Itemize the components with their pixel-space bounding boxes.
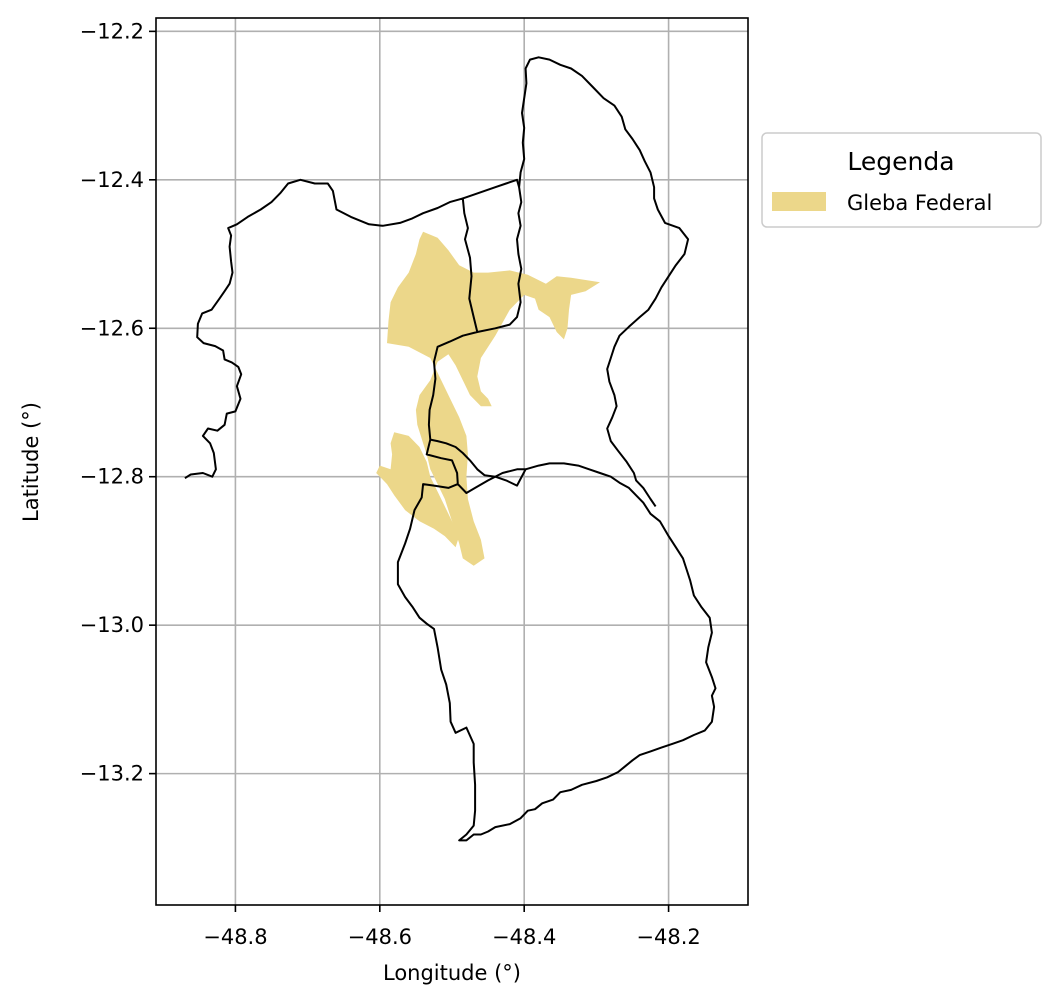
y-axis-label: Latitude (°)	[19, 402, 43, 522]
legend-label-gleba-federal: Gleba Federal	[847, 191, 992, 215]
x-tick-label: −48.4	[492, 925, 556, 949]
plot-frame	[155, 17, 749, 906]
x-tick-label: −48.2	[636, 925, 700, 949]
y-tick-label: −13.0	[80, 613, 144, 637]
gleba-lower	[376, 432, 460, 548]
gleba-upper	[387, 231, 600, 566]
y-tick-label: −13.2	[80, 762, 144, 786]
east-municipality-boundary	[477, 56, 690, 507]
x-axis-ticks: −48.8 −48.6 −48.4 −48.2	[203, 905, 701, 949]
y-tick-label: −12.8	[80, 465, 144, 489]
legend: Legenda Gleba Federal	[761, 132, 1042, 228]
x-tick-label: −48.6	[348, 925, 412, 949]
west-municipality-boundary	[184, 178, 717, 842]
x-tick-label: −48.8	[203, 925, 267, 949]
municipality-boundaries-layer	[184, 56, 717, 842]
legend-box	[761, 132, 1042, 228]
gleba-federal-layer	[376, 231, 600, 566]
legend-title: Legenda	[847, 147, 954, 176]
y-tick-label: −12.2	[80, 19, 144, 43]
center-divider-boundary	[430, 438, 527, 487]
y-tick-label: −12.6	[80, 316, 144, 340]
x-axis-label: Longitude (°)	[383, 961, 521, 985]
grid-lines	[156, 18, 748, 905]
y-axis-ticks: −12.2 −12.4 −12.6 −12.8 −13.0 −13.2	[80, 19, 156, 786]
legend-swatch-gleba-federal	[772, 192, 826, 211]
north-divider-boundary	[462, 178, 521, 200]
y-tick-label: −12.4	[80, 168, 144, 192]
